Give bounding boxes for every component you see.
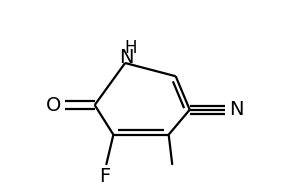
Text: N: N — [230, 100, 244, 119]
Text: H: H — [124, 39, 137, 57]
Text: F: F — [99, 167, 111, 186]
Text: O: O — [46, 96, 61, 115]
Text: N: N — [119, 48, 134, 67]
